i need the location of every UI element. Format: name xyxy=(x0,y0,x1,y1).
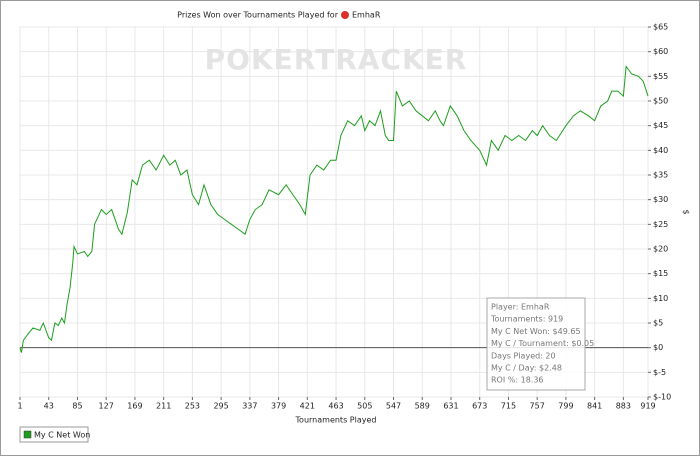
y-tick-label: $20 xyxy=(653,245,668,254)
x-tick-label: 883 xyxy=(616,402,631,411)
info-line: My C / Day: $2.48 xyxy=(491,364,562,373)
y-tick-label: $65 xyxy=(653,23,668,32)
legend-box xyxy=(19,426,89,443)
info-line: My C / Tournament: $0.05 xyxy=(491,339,594,348)
y-tick-label: $10 xyxy=(653,294,668,303)
x-tick-label: 715 xyxy=(501,402,516,411)
x-tick-label: 253 xyxy=(185,402,200,411)
y-tick-label: $50 xyxy=(653,97,668,106)
x-tick-label: 673 xyxy=(472,402,487,411)
y-tick-label: $15 xyxy=(653,269,668,278)
x-tick-label: 505 xyxy=(357,402,372,411)
y-tick-label: $55 xyxy=(653,72,668,81)
player-icon xyxy=(341,11,349,19)
y-tick-label: $0 xyxy=(653,343,663,352)
info-line: Days Played: 20 xyxy=(491,351,556,360)
info-box-frame xyxy=(486,297,586,391)
y-axis-label: $ xyxy=(682,209,691,214)
chart-title: Prizes Won over Tournaments Played for xyxy=(177,11,339,20)
x-tick-label: 127 xyxy=(99,402,114,411)
info-line: Tournaments: 919 xyxy=(490,315,563,324)
y-tick-label: $5 xyxy=(653,319,663,328)
y-tick-label: $45 xyxy=(653,121,668,130)
legend: My C Net Won xyxy=(19,426,90,443)
y-tick-label: $60 xyxy=(653,47,668,56)
x-axis-label: Tournaments Played xyxy=(295,416,377,425)
y-tick-label: $40 xyxy=(653,146,668,155)
watermark: POKERTRACKER xyxy=(205,43,468,76)
y-tick-label: $-10 xyxy=(653,393,671,402)
info-box: Player: EmhaR Tournaments: 919 My C Net Wo… xyxy=(486,297,594,391)
legend-swatch xyxy=(23,430,32,439)
series-line xyxy=(19,65,649,353)
x-tick-label: 295 xyxy=(213,402,228,411)
legend-label: My C Net Won xyxy=(34,431,90,440)
info-line: ROI %: 18.36 xyxy=(491,376,544,385)
y-tick-label: $35 xyxy=(653,171,668,180)
x-tick-label: 589 xyxy=(415,402,430,411)
y-tick-label: $30 xyxy=(653,195,668,204)
x-tick-label: 841 xyxy=(587,402,602,411)
x-tick-label: 757 xyxy=(530,402,545,411)
x-tick-label: 85 xyxy=(72,402,82,411)
x-tick-label: 547 xyxy=(386,402,401,411)
x-tick-label: 631 xyxy=(443,402,458,411)
x-tick-label: 379 xyxy=(271,402,286,411)
y-tick-label: $25 xyxy=(653,220,668,229)
x-tick-label: 799 xyxy=(558,402,573,411)
x-tick-label: 1 xyxy=(17,402,22,411)
x-tick-label: 43 xyxy=(44,402,54,411)
info-line: Player: EmhaR xyxy=(491,303,550,312)
x-tick-label: 169 xyxy=(127,402,142,411)
x-tick-label: 463 xyxy=(328,402,343,411)
info-line: My C Net Won: $49.65 xyxy=(491,327,581,336)
x-tick-label: 337 xyxy=(242,402,257,411)
x-tick-label: 421 xyxy=(300,402,315,411)
player-name: EmhaR xyxy=(352,11,381,20)
x-tick-label: 211 xyxy=(156,402,171,411)
x-tick-label: 919 xyxy=(640,402,655,411)
y-tick-label: $-5 xyxy=(653,368,666,377)
